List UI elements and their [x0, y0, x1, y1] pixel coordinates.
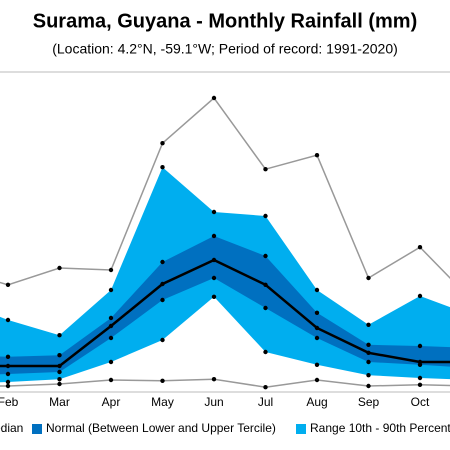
band-dot [366, 322, 371, 327]
band-dot [5, 317, 11, 323]
median-dot [108, 323, 114, 329]
band-dot [263, 213, 268, 219]
record-dot [263, 167, 268, 172]
record-dot [160, 378, 165, 383]
record-dot [314, 377, 320, 383]
x-tick-label: Oct [411, 395, 430, 409]
record-dot [57, 265, 62, 271]
record-dot [417, 382, 423, 387]
band-dot [263, 349, 268, 355]
record-line [0, 378, 450, 388]
x-tick-label: Aug [306, 395, 327, 409]
median-dot [314, 325, 320, 331]
band-dot [160, 165, 165, 170]
band-dot [57, 333, 62, 338]
band-dot [57, 369, 62, 375]
record-dot [160, 141, 165, 146]
record-dot [5, 282, 11, 287]
band-dot [160, 297, 165, 303]
band-dot [160, 337, 165, 343]
record-dot [417, 245, 423, 250]
band-dot [5, 354, 11, 359]
band-dot [314, 287, 320, 293]
band-dot [211, 294, 217, 299]
band-dot [366, 373, 371, 378]
chart-title: Surama, Guyana - Monthly Rainfall (mm) [33, 10, 418, 32]
median-dot [211, 257, 217, 263]
record-dot [366, 275, 371, 281]
band-dot [417, 343, 423, 349]
band-dot [108, 359, 114, 365]
band-dot [108, 335, 114, 341]
x-tick-label: Sep [358, 395, 380, 409]
band-dot [417, 375, 423, 381]
legend-label: Median [0, 421, 23, 435]
band-dot [314, 335, 320, 341]
x-tick-label: Mar [49, 395, 70, 409]
legend-swatch [296, 424, 306, 434]
band-dot [57, 377, 62, 382]
x-tick-label: Apr [102, 395, 121, 409]
legend-label: Range 10th - 90th Percentile [310, 421, 450, 435]
record-dot [314, 153, 320, 158]
legend-swatch [32, 424, 42, 434]
record-dot [211, 95, 217, 101]
band-area [0, 236, 450, 375]
record-dot [108, 377, 114, 383]
band-dot [263, 253, 268, 259]
x-tick-label: May [151, 395, 174, 409]
band-dot [160, 259, 165, 265]
band-dot [211, 209, 217, 215]
legend-label: Normal (Between Lower and Upper Tercile) [46, 421, 276, 435]
median-dot [5, 363, 11, 369]
record-dot [366, 383, 371, 389]
record-dot [263, 385, 268, 390]
chart-subtitle: (Location: 4.2°N, -59.1°W; Period of rec… [52, 41, 398, 57]
x-tick-label: Jul [258, 395, 273, 409]
band-dot [5, 371, 11, 377]
band-dot [5, 379, 11, 385]
band-dot [366, 342, 371, 347]
record-dot [57, 381, 62, 387]
band-dot [211, 233, 217, 239]
band-dot [417, 293, 423, 299]
band-dot [314, 310, 320, 315]
band-dot [211, 275, 217, 281]
band-dot [314, 362, 320, 367]
median-dot [160, 281, 165, 287]
median-dot [263, 282, 268, 287]
band-dot [108, 287, 114, 293]
median-dot [417, 359, 423, 365]
record-dot [5, 383, 11, 389]
x-tick-label: Feb [0, 395, 19, 409]
x-tick-label: Jun [204, 395, 223, 409]
band-dot [108, 315, 114, 321]
band-dot [366, 359, 371, 365]
plot-frame [0, 71, 450, 393]
median-dot [57, 363, 62, 369]
record-dot [211, 377, 217, 382]
band-dot [263, 305, 268, 311]
median-dot [366, 350, 371, 355]
record-dot [108, 267, 114, 273]
band-dot [57, 353, 62, 358]
